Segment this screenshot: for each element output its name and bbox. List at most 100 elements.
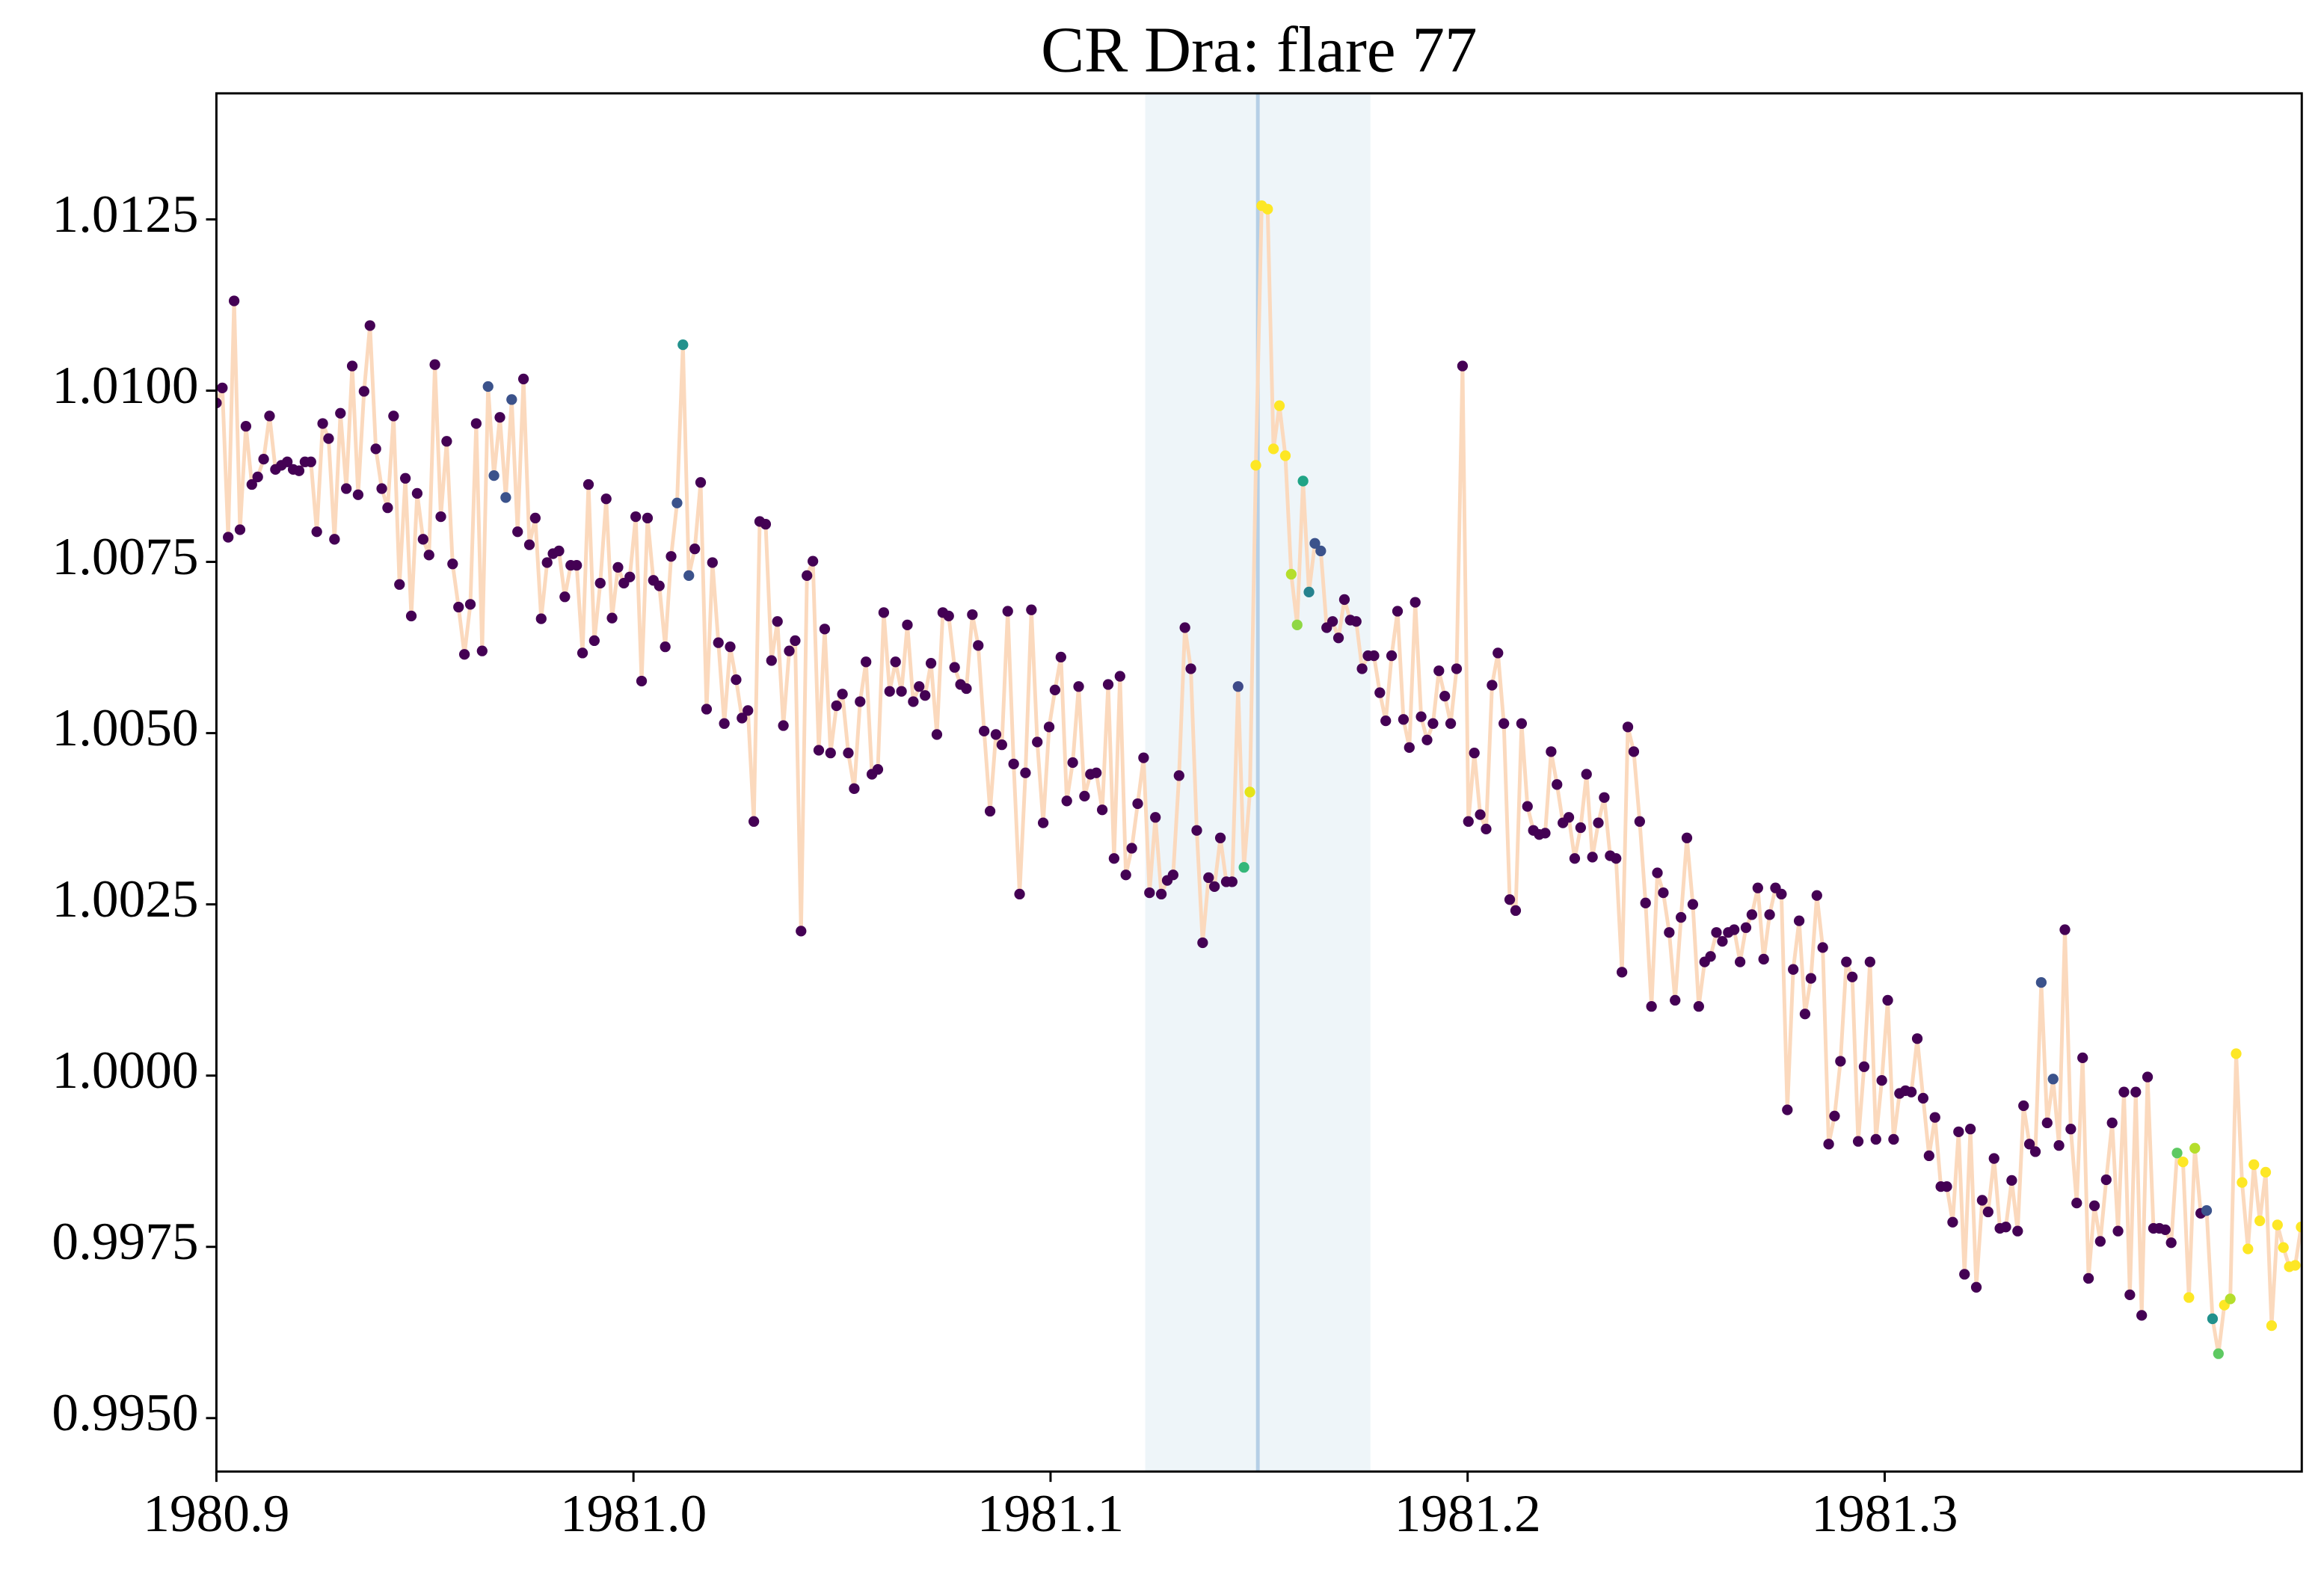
data-point: [1717, 935, 1728, 947]
data-point: [217, 382, 228, 393]
data-point: [2082, 1272, 2094, 1284]
data-point: [2065, 1124, 2076, 1135]
data-point: [713, 637, 724, 648]
data-point: [1297, 475, 1309, 487]
y-tick-label: 0.9950: [52, 1383, 198, 1442]
data-point: [1214, 832, 1226, 843]
data-point: [1799, 1009, 1811, 1020]
data-point: [1427, 718, 1439, 729]
data-point: [571, 559, 582, 571]
data-point: [1705, 951, 1716, 962]
data-point: [1622, 721, 1634, 733]
data-point: [523, 539, 535, 550]
data-point: [1563, 812, 1575, 823]
data-point: [529, 512, 541, 524]
data-point: [2290, 1260, 2301, 1271]
data-point: [1487, 680, 1498, 691]
data-point: [399, 473, 411, 484]
data-point: [435, 511, 446, 523]
data-point: [890, 656, 901, 668]
y-tick-label: 1.0050: [52, 698, 198, 757]
data-point: [1652, 867, 1663, 878]
data-point: [1711, 927, 1722, 938]
data-point: [802, 570, 813, 582]
data-point: [1386, 650, 1398, 662]
data-point: [1273, 400, 1285, 411]
data-point: [2242, 1243, 2254, 1255]
data-point: [311, 526, 322, 538]
data-point: [1740, 922, 1752, 933]
data-point: [630, 511, 642, 523]
data-point: [819, 624, 831, 635]
data-point: [1911, 1033, 1923, 1044]
data-point: [914, 681, 925, 692]
data-point: [1203, 872, 1214, 884]
data-point: [600, 493, 612, 505]
data-point: [1593, 817, 1604, 828]
data-point: [341, 483, 352, 494]
data-point: [2106, 1117, 2118, 1129]
data-point: [1232, 681, 1244, 692]
data-point: [1037, 817, 1049, 828]
data-point: [2201, 1205, 2213, 1216]
data-point: [1421, 734, 1433, 745]
data-point: [1475, 809, 1486, 820]
data-point: [1167, 869, 1179, 881]
data-point: [2124, 1289, 2136, 1301]
data-point: [1067, 757, 1078, 769]
data-point: [1947, 1216, 1958, 1228]
data-point: [1091, 767, 1102, 778]
data-point: [1687, 899, 1699, 910]
data-point: [1026, 604, 1037, 615]
data-point: [967, 609, 978, 621]
x-tick-label: 1981.0: [560, 1484, 707, 1543]
data-point: [1209, 881, 1220, 892]
data-point: [1823, 1139, 1834, 1150]
data-point: [1764, 909, 1775, 920]
data-point: [1569, 853, 1581, 864]
data-point: [2272, 1219, 2283, 1231]
x-tick-label: 1981.2: [1395, 1484, 1541, 1543]
data-point: [2077, 1052, 2088, 1064]
data-point: [1805, 973, 1817, 984]
plot-frame: [215, 92, 2303, 1473]
data-point: [784, 645, 795, 656]
data-point: [1976, 1195, 1988, 1206]
data-point: [464, 599, 476, 610]
data-point: [2189, 1142, 2201, 1154]
data-point: [1061, 795, 1072, 807]
data-point: [1002, 606, 1013, 617]
data-point: [748, 816, 760, 827]
series-line: [216, 203, 2302, 1356]
data-point: [813, 745, 825, 756]
data-point: [388, 410, 399, 422]
data-point: [358, 386, 369, 397]
data-point: [264, 410, 275, 422]
data-point: [1782, 1104, 1793, 1115]
data-point: [861, 656, 872, 668]
data-point: [1546, 746, 1557, 757]
data-point: [2248, 1159, 2260, 1170]
data-point: [1380, 715, 1392, 727]
data-point: [2177, 1157, 2189, 1168]
data-point: [1481, 823, 1492, 835]
data-point: [2254, 1215, 2266, 1227]
data-point: [1043, 721, 1055, 733]
chart-title: CR Dra: flare 77: [1041, 13, 1478, 85]
data-point: [582, 478, 594, 490]
data-point: [2088, 1200, 2100, 1211]
data-point: [370, 443, 381, 455]
data-point: [559, 591, 571, 603]
data-point: [541, 557, 553, 568]
data-point: [1599, 792, 1610, 803]
data-point: [282, 456, 293, 467]
data-point: [411, 487, 423, 499]
data-point: [837, 689, 848, 700]
data-point: [2130, 1086, 2142, 1098]
data-point: [855, 696, 866, 707]
data-point: [2041, 1117, 2053, 1129]
data-point: [1398, 714, 1410, 725]
data-point: [594, 577, 606, 589]
data-point: [1841, 956, 1852, 967]
